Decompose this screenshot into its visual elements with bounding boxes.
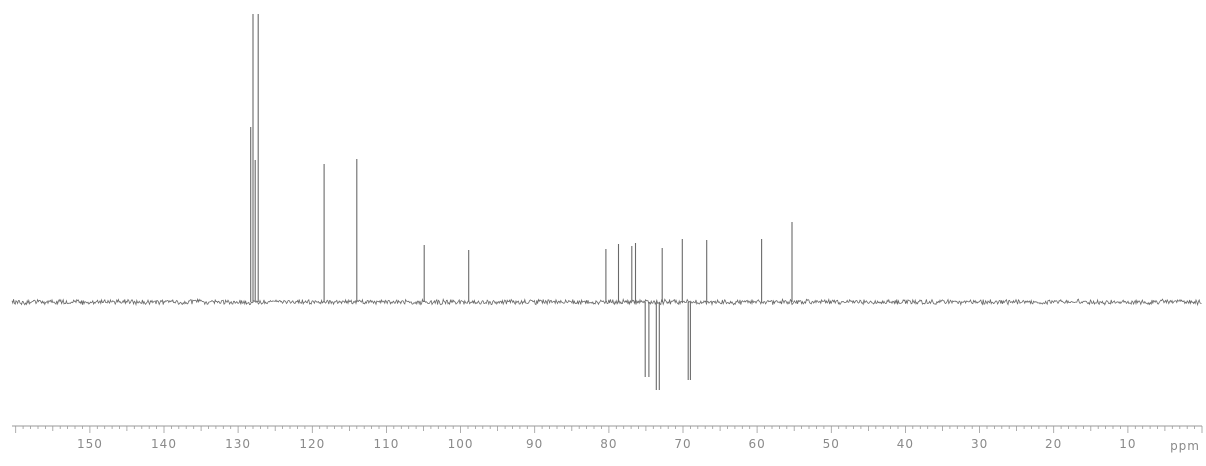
x-tick-label-60: 60 [748, 437, 765, 451]
x-tick-label-20: 20 [1045, 437, 1062, 451]
x-tick-label-90: 90 [526, 437, 543, 451]
x-tick-label-70: 70 [674, 437, 691, 451]
x-tick-label-80: 80 [600, 437, 617, 451]
peaks-layer [250, 14, 793, 390]
x-tick-label-50: 50 [823, 437, 840, 451]
x-tick-label-120: 120 [299, 437, 325, 451]
x-tick-label-40: 40 [897, 437, 914, 451]
x-tick-label-110: 110 [373, 437, 399, 451]
baseline-trace [11, 297, 1202, 307]
x-tick-label-150: 150 [77, 437, 103, 451]
x-axis-unit-label: ppm [1170, 439, 1200, 453]
x-axis: 150 140 130 120 110 100 90 80 70 60 50 40 30 20 10 [12, 425, 1203, 451]
x-tick-label-130: 130 [225, 437, 251, 451]
x-tick-label-10: 10 [1119, 437, 1136, 451]
x-tick-label-100: 100 [448, 437, 474, 451]
x-tick-label-30: 30 [971, 437, 988, 451]
x-tick-label-140: 140 [151, 437, 177, 451]
